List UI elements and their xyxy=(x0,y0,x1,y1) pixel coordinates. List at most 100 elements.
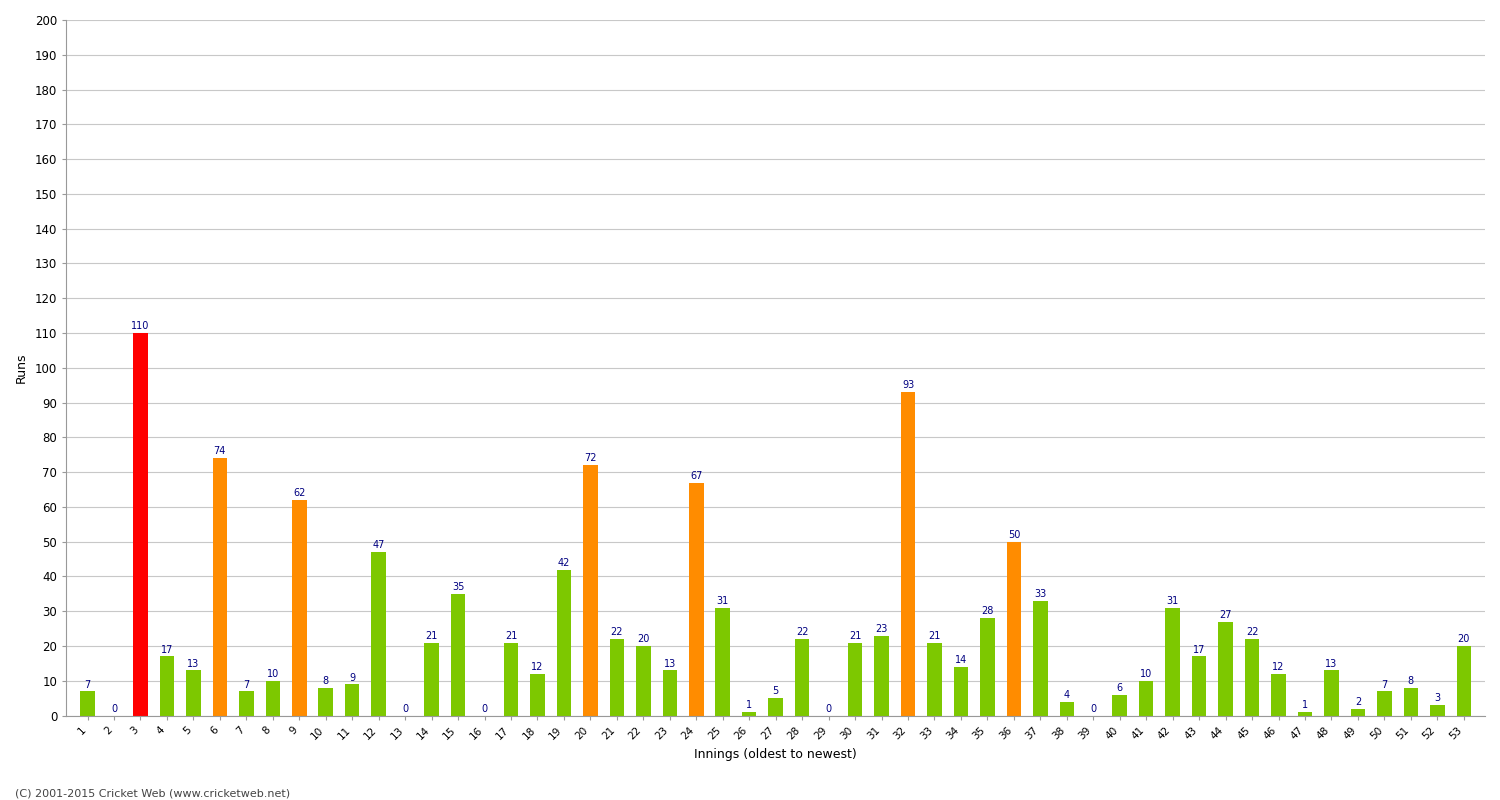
Bar xyxy=(452,594,465,715)
Text: 14: 14 xyxy=(956,655,968,665)
Text: 9: 9 xyxy=(350,673,355,682)
Text: 13: 13 xyxy=(663,658,676,669)
Text: 22: 22 xyxy=(1246,627,1258,638)
Text: 74: 74 xyxy=(213,446,226,457)
Text: 72: 72 xyxy=(584,454,597,463)
Text: 13: 13 xyxy=(1326,658,1338,669)
Bar xyxy=(1059,702,1074,715)
Text: 8: 8 xyxy=(1408,676,1414,686)
Bar xyxy=(345,684,360,715)
Text: 1: 1 xyxy=(1302,700,1308,710)
Text: 21: 21 xyxy=(506,631,518,641)
Bar xyxy=(1430,705,1444,715)
Text: 93: 93 xyxy=(902,381,914,390)
Text: 50: 50 xyxy=(1008,530,1020,540)
Bar xyxy=(584,465,597,715)
Text: 28: 28 xyxy=(981,606,993,617)
Text: 3: 3 xyxy=(1434,694,1440,703)
Text: 47: 47 xyxy=(372,540,386,550)
Text: 0: 0 xyxy=(1090,704,1096,714)
Bar xyxy=(556,570,572,715)
Bar xyxy=(1034,601,1047,715)
Bar xyxy=(504,642,519,715)
Bar xyxy=(1456,646,1472,715)
Bar xyxy=(609,639,624,715)
Text: 31: 31 xyxy=(1167,596,1179,606)
Bar xyxy=(847,642,862,715)
Bar xyxy=(1298,712,1312,715)
Text: 7: 7 xyxy=(1382,679,1388,690)
Bar xyxy=(768,698,783,715)
Bar xyxy=(372,552,386,715)
Text: 22: 22 xyxy=(796,627,808,638)
Text: (C) 2001-2015 Cricket Web (www.cricketweb.net): (C) 2001-2015 Cricket Web (www.cricketwe… xyxy=(15,788,290,798)
Text: 13: 13 xyxy=(188,658,200,669)
Bar xyxy=(954,667,968,715)
Text: 10: 10 xyxy=(267,669,279,679)
Bar xyxy=(238,691,254,715)
Bar xyxy=(424,642,439,715)
Bar xyxy=(688,482,703,715)
Bar xyxy=(1192,657,1206,715)
Text: 0: 0 xyxy=(825,704,831,714)
Text: 5: 5 xyxy=(772,686,778,697)
Bar xyxy=(927,642,942,715)
Text: 0: 0 xyxy=(402,704,408,714)
Bar xyxy=(742,712,756,715)
Text: 0: 0 xyxy=(111,704,117,714)
Text: 21: 21 xyxy=(849,631,861,641)
Text: 67: 67 xyxy=(690,471,702,481)
Bar xyxy=(1166,608,1180,715)
Bar xyxy=(663,670,676,715)
Text: 21: 21 xyxy=(426,631,438,641)
Text: 23: 23 xyxy=(876,624,888,634)
Text: 8: 8 xyxy=(322,676,328,686)
Text: 62: 62 xyxy=(292,488,306,498)
Bar xyxy=(716,608,730,715)
Bar xyxy=(1007,542,1022,715)
Bar xyxy=(1404,688,1417,715)
Text: 12: 12 xyxy=(1272,662,1284,672)
Text: 17: 17 xyxy=(1192,645,1206,654)
Text: 12: 12 xyxy=(531,662,543,672)
Bar xyxy=(1377,691,1392,715)
Text: 31: 31 xyxy=(717,596,729,606)
Bar xyxy=(795,639,810,715)
Text: 20: 20 xyxy=(638,634,650,644)
Bar xyxy=(292,500,306,715)
Y-axis label: Runs: Runs xyxy=(15,353,28,383)
Text: 2: 2 xyxy=(1354,697,1360,707)
X-axis label: Innings (oldest to newest): Innings (oldest to newest) xyxy=(694,748,856,761)
Bar xyxy=(1350,709,1365,715)
Bar xyxy=(1218,622,1233,715)
Bar xyxy=(636,646,651,715)
Bar xyxy=(1324,670,1340,715)
Bar xyxy=(900,392,915,715)
Text: 1: 1 xyxy=(746,700,753,710)
Bar xyxy=(80,691,94,715)
Text: 20: 20 xyxy=(1458,634,1470,644)
Bar xyxy=(1113,694,1126,715)
Text: 35: 35 xyxy=(452,582,465,592)
Bar xyxy=(186,670,201,715)
Bar xyxy=(530,674,544,715)
Text: 27: 27 xyxy=(1220,610,1232,620)
Bar xyxy=(159,657,174,715)
Text: 33: 33 xyxy=(1034,589,1047,599)
Text: 7: 7 xyxy=(84,679,90,690)
Text: 42: 42 xyxy=(558,558,570,568)
Bar xyxy=(1245,639,1260,715)
Bar xyxy=(1138,681,1154,715)
Text: 10: 10 xyxy=(1140,669,1152,679)
Text: 4: 4 xyxy=(1064,690,1070,700)
Text: 22: 22 xyxy=(610,627,622,638)
Text: 7: 7 xyxy=(243,679,249,690)
Bar xyxy=(980,618,994,715)
Text: 21: 21 xyxy=(928,631,940,641)
Bar xyxy=(134,333,147,715)
Bar xyxy=(1272,674,1286,715)
Text: 0: 0 xyxy=(482,704,488,714)
Bar xyxy=(213,458,226,715)
Bar xyxy=(874,635,890,715)
Text: 110: 110 xyxy=(132,322,150,331)
